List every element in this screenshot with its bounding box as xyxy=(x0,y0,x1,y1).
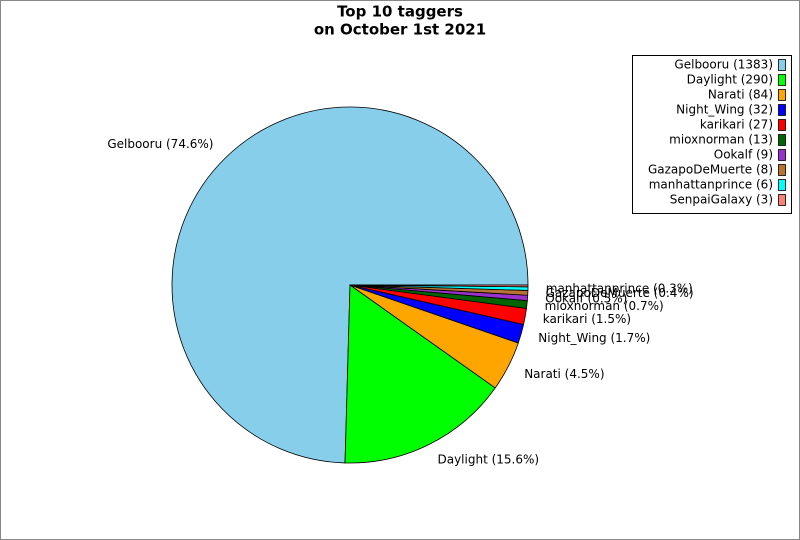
legend-label: manhattanprince (6) xyxy=(649,178,773,192)
legend-label: karikari (27) xyxy=(700,118,773,132)
chart-title: on October 1st 2021 xyxy=(314,21,486,39)
slice-label: Daylight (15.6%) xyxy=(437,453,539,467)
slice-label: Narati (4.5%) xyxy=(524,367,604,381)
legend-label: Gelbooru (1383) xyxy=(674,58,773,72)
pie-slice xyxy=(344,284,496,464)
legend-swatch xyxy=(778,104,786,116)
legend-label: GazapoDeMuerte (8) xyxy=(648,163,773,177)
legend-label: SenpaiGalaxy (3) xyxy=(670,193,773,207)
slice-label: mioxnorman (0.7%) xyxy=(545,299,664,313)
slice-label: Ookalf (0.5%) xyxy=(545,292,627,306)
slice-label: GazapoDeMuerte (0.4%) xyxy=(546,286,694,300)
legend-label: Ookalf (9) xyxy=(714,148,773,162)
legend-swatch xyxy=(778,74,786,86)
legend-swatch xyxy=(778,59,786,71)
slice-label: karikari (1.5%) xyxy=(543,312,631,326)
legend-label: Night_Wing (32) xyxy=(676,103,773,117)
legend-box xyxy=(632,55,792,214)
legend-swatch xyxy=(778,149,786,161)
legend-label: mioxnorman (13) xyxy=(669,133,773,147)
slice-label: Night_Wing (1.7%) xyxy=(538,331,650,345)
legend-swatch xyxy=(778,134,786,146)
slice-label: Gelbooru (74.6%) xyxy=(107,137,213,151)
legend-swatch xyxy=(778,179,786,191)
legend-swatch xyxy=(778,89,786,101)
legend-swatch xyxy=(778,194,786,206)
pie-slice xyxy=(349,284,529,288)
legend-label: Narati (84) xyxy=(708,88,773,102)
legend-label: Daylight (290) xyxy=(687,73,773,87)
slice-label: manhattanprince (0.3%) xyxy=(546,281,693,295)
legend-swatch xyxy=(778,164,786,176)
chart-title: Top 10 taggers xyxy=(337,3,463,21)
legend-swatch xyxy=(778,119,786,131)
